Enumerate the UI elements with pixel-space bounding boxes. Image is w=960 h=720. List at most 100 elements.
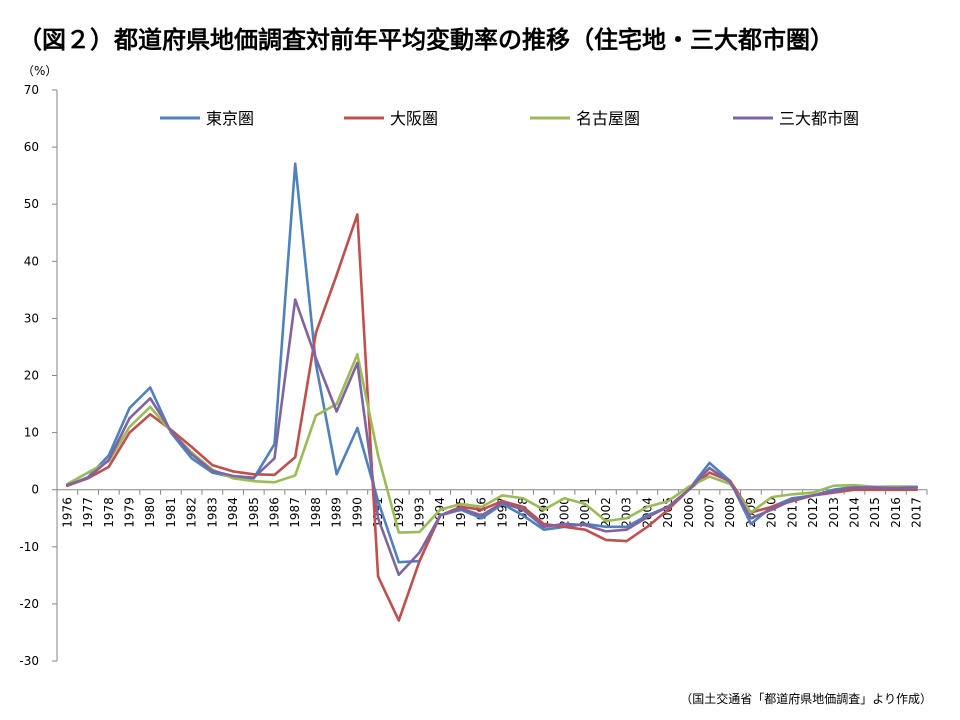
data-point [211,469,214,473]
y-tick-label: -20 [19,597,39,611]
x-tick-label: 1980 [143,497,157,528]
series-line [66,213,918,622]
data-point [335,410,338,413]
data-point [521,514,525,517]
legend-label: 名古屋圏 [576,109,640,128]
data-point [853,488,856,491]
data-point [356,361,359,365]
data-point [646,525,649,529]
data-point [749,522,753,526]
data-point [708,475,711,478]
y-tick-label: 60 [24,140,39,154]
y-tick-label: 0 [31,483,39,497]
data-point [729,481,732,484]
data-point [770,508,773,511]
data-point [480,505,483,509]
data-point [604,519,608,523]
data-point [584,528,587,531]
data-point [604,525,608,529]
data-point [832,484,835,487]
y-tick-label: 40 [24,254,39,268]
data-point [584,502,587,506]
x-tick-label: 2016 [889,497,903,528]
x-tick-label: 2001 [578,497,592,528]
data-point [915,486,918,489]
series-group [66,213,918,622]
data-point [294,298,297,301]
x-tick-label: 1989 [330,497,344,528]
x-tick-label: 2012 [806,497,820,528]
data-point [853,483,856,487]
x-tick-label: 2017 [910,497,924,528]
x-tick-label: 1985 [247,497,261,528]
data-point [335,473,338,476]
x-tick-label: 2003 [620,497,634,528]
data-point [149,405,152,409]
data-point [376,454,380,457]
data-point [521,508,525,511]
data-point [314,331,318,334]
data-point [107,458,110,462]
legend-label: 三大都市圏 [779,109,859,128]
data-point [563,525,566,529]
data-point [501,501,504,505]
data-point [149,397,152,400]
data-point [874,488,877,491]
data-point [231,477,235,480]
data-point [894,486,898,490]
data-point [190,457,193,460]
data-point [646,505,649,509]
data-point [294,474,297,477]
x-tick-label: 2000 [558,497,572,528]
data-point [666,508,670,511]
data-point [604,538,608,542]
axes: 70 60 50 40 30 20 10 0 -10 -20 -30 1976 1977 1978 1979… [19,83,928,668]
series-lines [66,162,918,622]
data-point [231,470,235,473]
data-point [687,488,690,491]
data-point [66,483,69,487]
data-point [149,386,152,389]
data-point [356,213,359,216]
data-point [811,491,815,494]
data-point [335,402,338,406]
data-point [439,514,442,517]
data-point [584,523,587,527]
data-point [169,429,173,433]
data-point [128,406,131,410]
data-point [397,561,400,564]
data-point [480,517,483,520]
data-point [563,497,566,500]
data-point [811,494,815,497]
data-point [832,490,835,493]
x-tick-label: 1979 [123,497,137,528]
x-tick-label: 1988 [309,497,323,528]
data-point [625,539,628,543]
data-point [273,457,276,460]
data-point [314,414,318,417]
x-tick-label: 2011 [785,497,799,528]
x-tick-label: 1976 [60,497,74,528]
data-point [376,575,380,578]
data-point [625,528,628,531]
data-point [625,517,628,520]
x-tick-label: 2015 [868,497,882,528]
data-point [273,473,276,477]
data-point [791,493,794,496]
x-tick-label: 2013 [827,497,841,528]
data-point [211,463,214,467]
y-tick-label: 10 [24,426,39,440]
data-point [294,455,297,459]
data-point [376,517,380,520]
data-point [770,495,773,499]
data-point [459,502,463,506]
x-tick-label: 1982 [185,497,199,528]
x-tick-label: 1984 [226,497,240,528]
x-tick-label: 1981 [164,497,178,528]
data-point [604,530,608,533]
data-point [356,353,359,356]
x-tick-label: 1990 [350,497,364,528]
y-tick-label: 20 [24,369,39,383]
data-point [480,514,483,517]
